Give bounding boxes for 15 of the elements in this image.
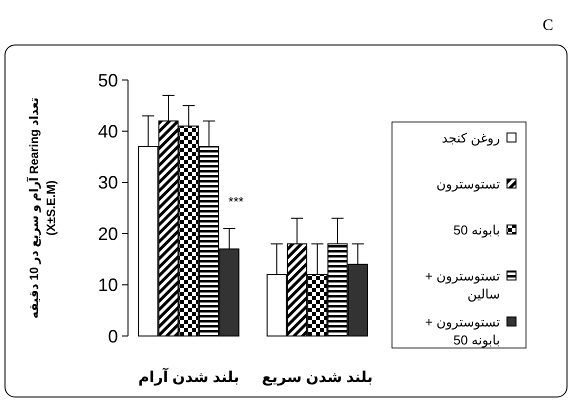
- legend-label: روغن کنجد: [442, 130, 500, 147]
- y-tick-label: 50: [98, 70, 118, 90]
- y-tick-label: 0: [108, 326, 118, 346]
- y-tick-label: 40: [98, 122, 118, 142]
- y-tick-label: 20: [98, 224, 118, 244]
- annotation: ***: [228, 194, 244, 209]
- legend-label: بابونه 50: [453, 222, 500, 239]
- legend-label: تستوسترون + بابونه 50: [425, 314, 500, 349]
- text: C: [542, 17, 554, 34]
- legend-label: تستوسترون: [436, 176, 500, 193]
- y-tick-label: 10: [98, 275, 118, 296]
- y-tick-label: 30: [98, 172, 118, 193]
- x-tick-label: بلند شدن سریع: [262, 369, 373, 386]
- x-tick-label: بلند شدن آرام: [138, 367, 240, 386]
- legend-label: تستوسترون + سالین: [425, 268, 500, 303]
